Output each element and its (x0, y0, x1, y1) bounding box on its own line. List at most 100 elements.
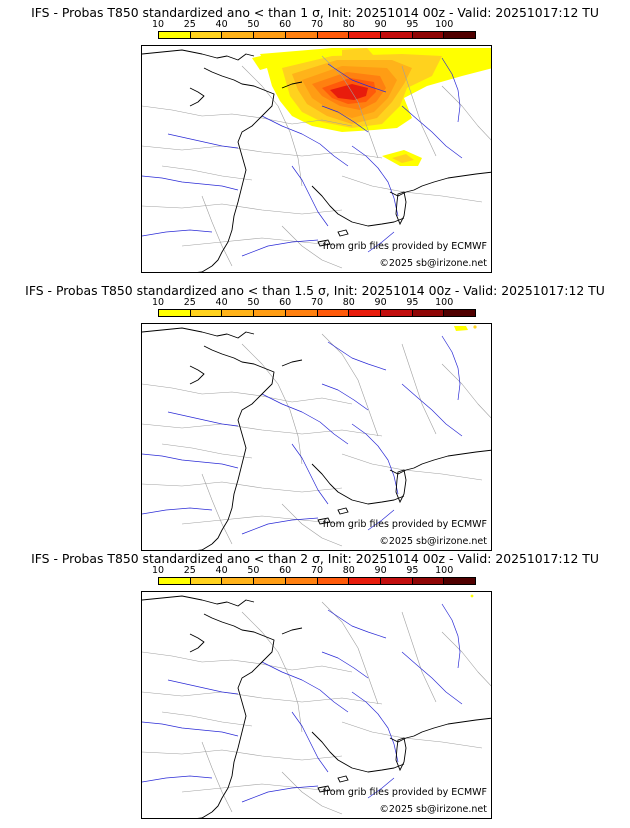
admin-borders (142, 601, 491, 815)
colorbar-tick-label: 10 (151, 297, 165, 308)
colorbar-tick-label: 95 (406, 19, 419, 30)
panel-2sigma: IFS - Probas T850 standardized ano < tha… (0, 550, 630, 819)
colorbar-tick-label: 50 (247, 19, 260, 30)
rivers (142, 57, 463, 257)
colorbar-swatch (444, 578, 476, 584)
colorbar-tick-label: 100 (435, 565, 454, 576)
colorbar-tick-label: 25 (183, 297, 196, 308)
colorbar-swatch (412, 32, 445, 38)
island-coast (337, 229, 349, 237)
data-source-credit: from grib files provided by ECMWF (322, 241, 487, 252)
island-coast (317, 239, 331, 247)
map-canvas (142, 594, 491, 818)
island-coast (337, 775, 349, 783)
map-france: from grib files provided by ECMWF ©2025 … (141, 45, 492, 273)
panel-title: IFS - Probas T850 standardized ano < tha… (25, 283, 605, 298)
copyright-credit: ©2025 sb@irizone.net (379, 258, 487, 269)
colorbar-swatch (254, 578, 286, 584)
copyright-credit: ©2025 sb@irizone.net (379, 804, 487, 815)
colorbar-tick-label: 80 (342, 565, 355, 576)
colorbar-tick-label: 50 (247, 565, 260, 576)
colorbar-swatch (317, 32, 350, 38)
probability-field (454, 325, 477, 331)
colorbar-swatch (285, 310, 318, 316)
colorbar: 10 25 40 50 60 70 80 90 95 100 (152, 297, 476, 318)
corsica-coast (395, 469, 407, 504)
colorbar-swatch (222, 310, 255, 316)
colorbar-tick-label: 95 (406, 297, 419, 308)
colorbar-swatch (444, 32, 476, 38)
colorbar-swatch (254, 32, 286, 38)
colorbar-tick-label: 80 (342, 19, 355, 30)
colorbar-tick-label: 60 (279, 297, 292, 308)
copyright-credit: ©2025 sb@irizone.net (379, 536, 487, 547)
colorbar-tick-label: 60 (279, 19, 292, 30)
colorbar-tick-label: 95 (406, 565, 419, 576)
rivers (142, 335, 463, 535)
colorbar-swatch (159, 578, 191, 584)
colorbar-swatch (349, 310, 381, 316)
colorbar-tick-label: 40 (215, 19, 228, 30)
colorbar: 10 25 40 50 60 70 80 90 95 100 (152, 19, 476, 40)
colorbar-tick-label: 90 (374, 297, 387, 308)
colorbar-swatch (159, 310, 191, 316)
colorbar-tick-label: 70 (310, 565, 324, 576)
rivers (142, 603, 463, 803)
colorbar-tick-label: 50 (247, 297, 260, 308)
panel-title: IFS - Probas T850 standardized ano < tha… (31, 551, 599, 566)
colorbar-tick-label: 70 (310, 19, 324, 30)
colorbar-swatches (158, 309, 476, 317)
map-canvas (142, 48, 491, 272)
colorbar-tick-label: 40 (215, 297, 228, 308)
island-coast (317, 517, 331, 525)
colorbar-swatch (190, 578, 223, 584)
colorbar-tick-label: 60 (279, 565, 292, 576)
colorbar-swatch (222, 578, 255, 584)
colorbar-swatch (190, 32, 223, 38)
colorbar-tick-label: 100 (435, 297, 454, 308)
data-source-credit: from grib files provided by ECMWF (322, 519, 487, 530)
coastline (142, 595, 491, 818)
colorbar-swatch (444, 310, 476, 316)
colorbar-swatch (254, 310, 286, 316)
colorbar-swatch (380, 32, 413, 38)
colorbar-swatch (159, 32, 191, 38)
colorbar-swatch (412, 310, 445, 316)
colorbar: 10 25 40 50 60 70 80 90 95 100 (152, 565, 476, 586)
island-coast (317, 785, 331, 793)
colorbar-swatch (349, 578, 381, 584)
admin-borders (142, 333, 491, 547)
colorbar-swatch (285, 578, 318, 584)
colorbar-swatch (380, 578, 413, 584)
colorbar-swatch (317, 578, 350, 584)
map-france: from grib files provided by ECMWF ©2025 … (141, 323, 492, 551)
admin-borders (142, 55, 491, 269)
probability-field (252, 48, 491, 166)
colorbar-tick-label: 80 (342, 297, 355, 308)
colorbar-tick-label: 90 (374, 565, 387, 576)
island-coast (337, 507, 349, 515)
colorbar-tick-label: 25 (183, 19, 196, 30)
map-france: from grib files provided by ECMWF ©2025 … (141, 591, 492, 819)
coastline (142, 49, 491, 272)
colorbar-tick-label: 90 (374, 19, 387, 30)
colorbar-swatch (285, 32, 318, 38)
colorbar-tick-label: 10 (151, 19, 165, 30)
colorbar-tick-label: 40 (215, 565, 228, 576)
colorbar-swatch (190, 310, 223, 316)
colorbar-swatch (380, 310, 413, 316)
colorbar-swatch (412, 578, 445, 584)
colorbar-swatch (317, 310, 350, 316)
colorbar-swatch (222, 32, 255, 38)
probability-field (470, 594, 474, 598)
corsica-coast (395, 191, 407, 226)
panel-1-5sigma: IFS - Probas T850 standardized ano < tha… (0, 282, 630, 551)
colorbar-tick-label: 70 (310, 297, 324, 308)
colorbar-tick-label: 100 (435, 19, 454, 30)
colorbar-tick-label: 10 (151, 565, 165, 576)
map-canvas (142, 325, 491, 550)
colorbar-swatches (158, 31, 476, 39)
data-source-credit: from grib files provided by ECMWF (322, 787, 487, 798)
panel-1sigma: IFS - Probas T850 standardized ano < tha… (0, 4, 630, 273)
corsica-coast (395, 737, 407, 772)
